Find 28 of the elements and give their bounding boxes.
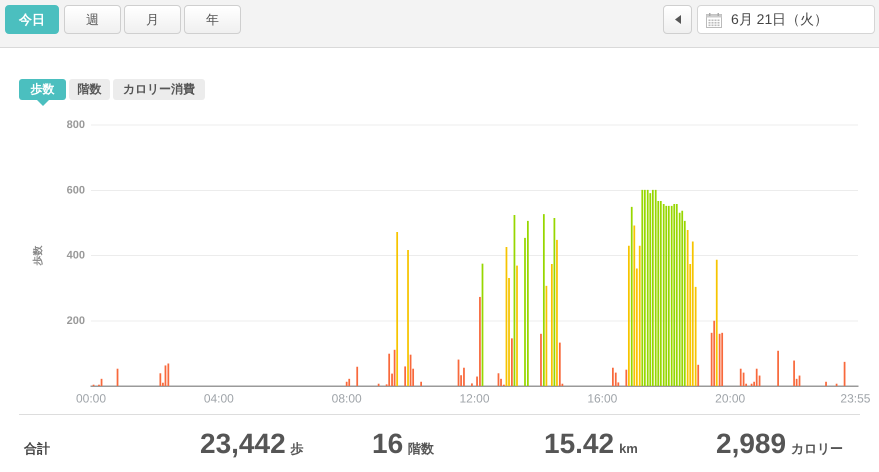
text: 2,989 <box>716 428 786 459</box>
y-tick-label: 800 <box>66 119 85 132</box>
button: 月 <box>124 5 181 34</box>
x-tick-label: 04:00 <box>204 392 234 406</box>
text: 15.42 <box>544 428 614 459</box>
button: 年 <box>184 5 241 34</box>
x-tick-label: 08:00 <box>332 392 362 406</box>
y-tick-label: 400 <box>66 250 85 262</box>
x-tick-label: 23:55 <box>840 392 871 406</box>
tab: 階数 <box>69 79 110 100</box>
x-tick-label: 00:00 <box>76 392 106 406</box>
y-tick-label: 200 <box>66 314 85 327</box>
button: 今日 <box>5 5 59 34</box>
text: 階数 <box>408 441 434 456</box>
text: 16 <box>372 428 404 459</box>
text: 合計 <box>24 440 50 458</box>
x-tick-label: 16:00 <box>587 392 618 406</box>
button: 週 <box>64 5 121 34</box>
tab: カロリー消費 <box>113 79 205 100</box>
date-field: 6月 21日（火） <box>697 5 875 34</box>
text: カロリー <box>791 441 844 456</box>
y-axis-title: 歩数 <box>32 244 44 266</box>
text: 23,442 <box>200 428 286 459</box>
y-tick-label: 600 <box>66 184 85 196</box>
x-tick-label: 20:00 <box>715 392 746 406</box>
text: km <box>619 441 638 456</box>
x-tick-label: 12:00 <box>459 392 490 406</box>
text: 歩 <box>290 441 304 456</box>
